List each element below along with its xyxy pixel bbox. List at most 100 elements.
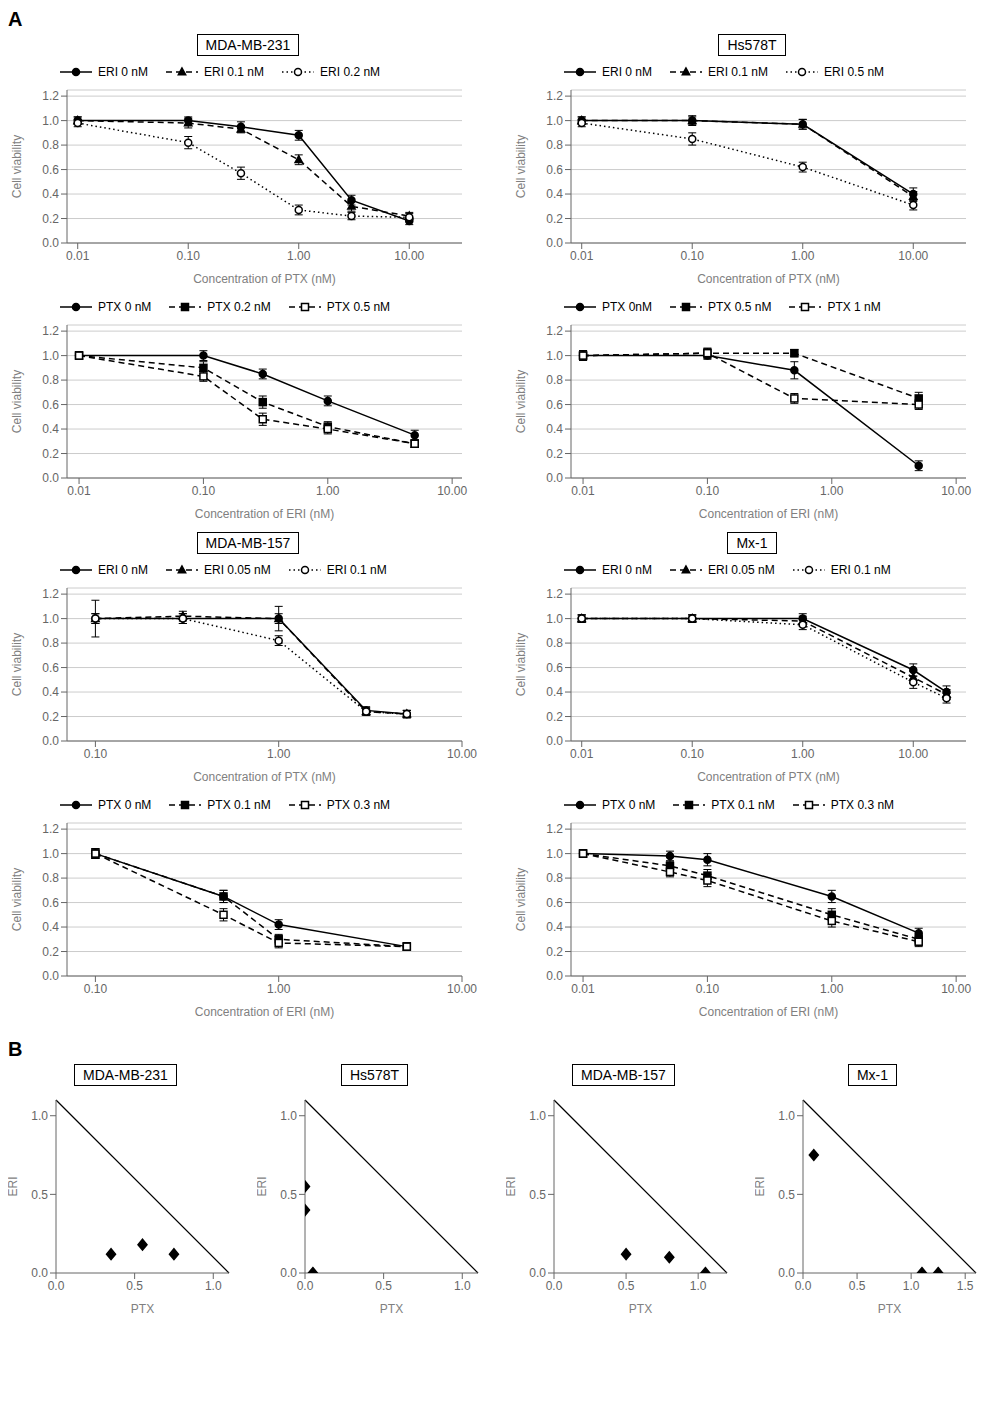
svg-text:0.5: 0.5	[375, 1279, 392, 1293]
svg-text:0.5: 0.5	[849, 1279, 866, 1293]
svg-text:0.0: 0.0	[297, 1279, 314, 1293]
svg-text:Cell viability: Cell viability	[10, 868, 24, 931]
svg-text:0.2: 0.2	[42, 945, 59, 959]
svg-text:Concentration of PTX (nM): Concentration of PTX (nM)	[193, 272, 336, 286]
svg-text:1.2: 1.2	[42, 324, 59, 338]
svg-text:0.01: 0.01	[67, 484, 91, 498]
svg-text:1.00: 1.00	[267, 747, 291, 761]
svg-text:Cell viability: Cell viability	[10, 370, 24, 433]
svg-text:0.2: 0.2	[546, 710, 563, 724]
svg-text:0.8: 0.8	[546, 871, 563, 885]
svg-text:ERI: ERI	[755, 1176, 767, 1196]
svg-text:0.0: 0.0	[48, 1279, 65, 1293]
svg-text:0.6: 0.6	[42, 896, 59, 910]
svg-text:0.8: 0.8	[546, 138, 563, 152]
svg-text:0.01: 0.01	[66, 249, 90, 263]
svg-text:0.0: 0.0	[529, 1266, 546, 1280]
svg-text:0.4: 0.4	[546, 685, 563, 699]
svg-text:0.0: 0.0	[280, 1266, 297, 1280]
svg-text:1.0: 1.0	[280, 1109, 297, 1123]
svg-text:Cell viability: Cell viability	[10, 135, 24, 198]
svg-text:0.5: 0.5	[31, 1188, 48, 1202]
svg-text:0.0: 0.0	[546, 236, 563, 250]
svg-text:10.00: 10.00	[394, 249, 424, 263]
svg-text:1.0: 1.0	[546, 114, 563, 128]
svg-text:1.00: 1.00	[791, 747, 815, 761]
svg-text:0.8: 0.8	[546, 373, 563, 387]
svg-text:0.8: 0.8	[42, 636, 59, 650]
svg-text:0.0: 0.0	[546, 1279, 563, 1293]
svg-text:1.0: 1.0	[690, 1279, 707, 1293]
svg-text:0.0: 0.0	[546, 969, 563, 983]
svg-text:1.2: 1.2	[42, 587, 59, 601]
svg-text:0.6: 0.6	[546, 661, 563, 675]
svg-text:0.4: 0.4	[546, 422, 563, 436]
svg-text:10.00: 10.00	[941, 982, 971, 996]
svg-text:Cell viability: Cell viability	[514, 633, 528, 696]
svg-text:0.5: 0.5	[778, 1188, 795, 1202]
svg-text:ERI: ERI	[257, 1176, 269, 1196]
svg-text:1.00: 1.00	[316, 484, 340, 498]
svg-text:0.01: 0.01	[570, 747, 594, 761]
svg-text:0.4: 0.4	[42, 187, 59, 201]
svg-text:0.5: 0.5	[126, 1279, 143, 1293]
svg-text:0.01: 0.01	[571, 484, 595, 498]
svg-text:0.6: 0.6	[546, 896, 563, 910]
svg-text:Cell viability: Cell viability	[514, 868, 528, 931]
svg-text:0.10: 0.10	[696, 484, 720, 498]
svg-text:0.0: 0.0	[795, 1279, 812, 1293]
svg-text:1.5: 1.5	[957, 1279, 974, 1293]
svg-text:10.00: 10.00	[941, 484, 971, 498]
svg-text:Cell viability: Cell viability	[514, 135, 528, 198]
svg-text:0.01: 0.01	[570, 249, 594, 263]
svg-text:0.4: 0.4	[546, 920, 563, 934]
svg-text:0.8: 0.8	[546, 636, 563, 650]
svg-text:PTX: PTX	[131, 1302, 154, 1316]
svg-text:0.6: 0.6	[42, 661, 59, 675]
svg-text:0.6: 0.6	[546, 163, 563, 177]
svg-text:1.0: 1.0	[42, 847, 59, 861]
svg-text:0.5: 0.5	[618, 1279, 635, 1293]
svg-text:1.00: 1.00	[791, 249, 815, 263]
svg-text:0.2: 0.2	[42, 447, 59, 461]
svg-text:0.10: 0.10	[84, 982, 108, 996]
svg-text:0.0: 0.0	[546, 471, 563, 485]
svg-text:10.00: 10.00	[447, 982, 477, 996]
svg-text:0.10: 0.10	[696, 982, 720, 996]
svg-text:PTX: PTX	[629, 1302, 652, 1316]
svg-text:1.0: 1.0	[778, 1109, 795, 1123]
svg-text:1.00: 1.00	[267, 982, 291, 996]
svg-text:0.01: 0.01	[571, 982, 595, 996]
svg-text:0.4: 0.4	[546, 187, 563, 201]
svg-text:1.2: 1.2	[546, 822, 563, 836]
svg-text:1.0: 1.0	[546, 349, 563, 363]
svg-text:Concentration of ERI (nM): Concentration of ERI (nM)	[699, 1005, 838, 1019]
svg-text:0.4: 0.4	[42, 685, 59, 699]
svg-text:0.10: 0.10	[192, 484, 216, 498]
svg-text:10.00: 10.00	[898, 747, 928, 761]
svg-text:10.00: 10.00	[898, 249, 928, 263]
svg-text:0.2: 0.2	[42, 212, 59, 226]
svg-text:0.0: 0.0	[42, 236, 59, 250]
svg-text:0.6: 0.6	[546, 398, 563, 412]
svg-text:0.8: 0.8	[42, 138, 59, 152]
svg-text:0.0: 0.0	[42, 734, 59, 748]
svg-text:0.4: 0.4	[42, 422, 59, 436]
svg-text:0.10: 0.10	[177, 249, 201, 263]
svg-text:0.0: 0.0	[42, 471, 59, 485]
svg-text:1.2: 1.2	[42, 89, 59, 103]
svg-text:1.0: 1.0	[31, 1109, 48, 1123]
svg-text:1.2: 1.2	[546, 324, 563, 338]
svg-text:PTX: PTX	[380, 1302, 403, 1316]
svg-text:1.0: 1.0	[42, 612, 59, 626]
svg-text:0.0: 0.0	[42, 969, 59, 983]
svg-text:ERI: ERI	[506, 1176, 518, 1196]
svg-text:10.00: 10.00	[447, 747, 477, 761]
svg-text:PTX: PTX	[878, 1302, 901, 1316]
svg-text:0.5: 0.5	[529, 1188, 546, 1202]
svg-text:1.0: 1.0	[205, 1279, 222, 1293]
svg-text:0.2: 0.2	[546, 212, 563, 226]
svg-text:Concentration of PTX (nM): Concentration of PTX (nM)	[193, 770, 336, 784]
svg-text:0.10: 0.10	[84, 747, 108, 761]
svg-text:0.0: 0.0	[546, 734, 563, 748]
